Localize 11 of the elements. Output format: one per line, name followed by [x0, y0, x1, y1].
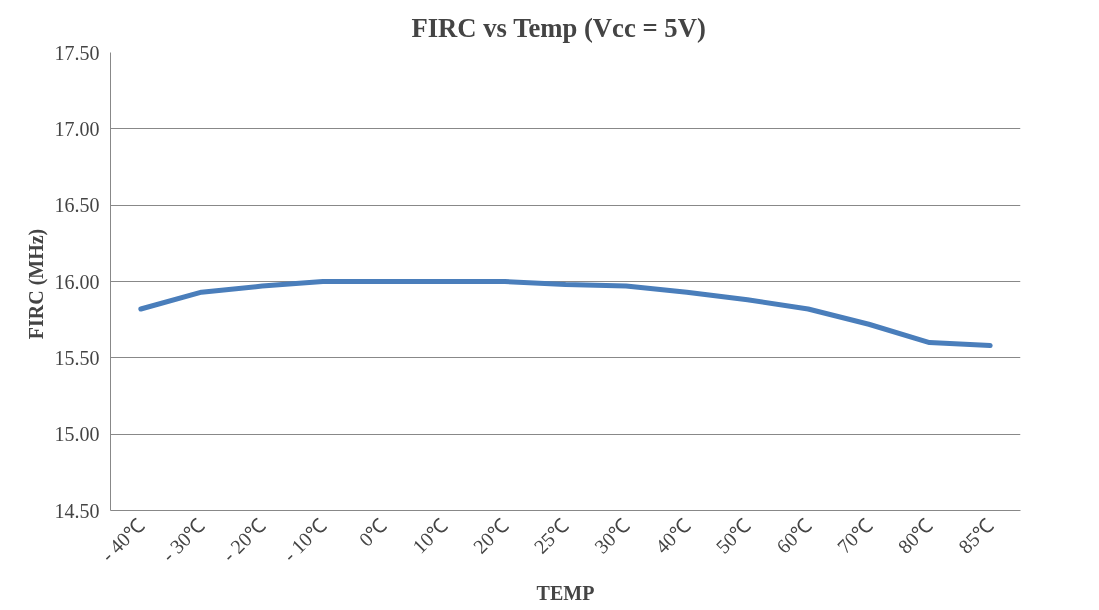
x-tick-label: 0℃ [354, 513, 392, 551]
chart-title: FIRC vs Temp (Vcc = 5V) [411, 12, 706, 43]
y-tick-label: 14.50 [54, 499, 100, 522]
y-tick-label: 16.50 [54, 194, 100, 217]
x-axis-title: TEMP [536, 581, 595, 604]
y-tick-label: 17.00 [54, 117, 100, 140]
y-axis-title: FIRC (MHz) [24, 228, 48, 340]
y-tick-label: 16.00 [54, 270, 100, 293]
y-tick-label: 17.50 [54, 41, 100, 64]
y-tick-label: 15.00 [54, 423, 100, 446]
y-tick-label: 15.50 [54, 346, 100, 369]
